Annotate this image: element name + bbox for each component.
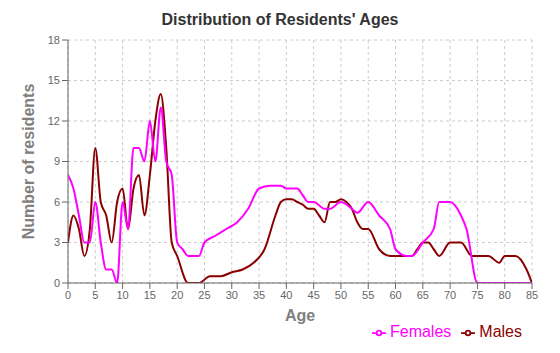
svg-text:45: 45	[308, 289, 320, 301]
svg-text:6: 6	[54, 196, 60, 208]
svg-text:10: 10	[116, 289, 128, 301]
svg-text:Age: Age	[285, 307, 315, 324]
svg-text:85: 85	[526, 289, 538, 301]
svg-text:35: 35	[253, 289, 265, 301]
svg-text:12: 12	[48, 115, 60, 127]
html-text:Females: Females	[390, 323, 452, 340]
svg-text:0: 0	[54, 277, 60, 289]
svg-text:18: 18	[48, 34, 60, 46]
svg-text:3: 3	[54, 236, 60, 248]
svg-text:55: 55	[362, 289, 374, 301]
svg-text:15: 15	[48, 74, 60, 86]
svg-text:80: 80	[499, 289, 511, 301]
html-text:Males: Males	[479, 323, 522, 340]
svg-text:25: 25	[198, 289, 210, 301]
svg-text:9: 9	[54, 155, 60, 167]
svg-text:30: 30	[226, 289, 238, 301]
svg-text:65: 65	[417, 289, 429, 301]
svg-text:5: 5	[92, 289, 98, 301]
svg-text:50: 50	[335, 289, 347, 301]
svg-text:20: 20	[171, 289, 183, 301]
svg-text:75: 75	[471, 289, 483, 301]
svg-text:70: 70	[444, 289, 456, 301]
svg-text:60: 60	[389, 289, 401, 301]
svg-text:0: 0	[65, 289, 71, 301]
svg-text:40: 40	[280, 289, 292, 301]
svg-text:15: 15	[144, 289, 156, 301]
svg-text:Number of residents: Number of residents	[20, 84, 37, 240]
html-text:Distribution of Residents' Age: Distribution of Residents' Ages	[161, 11, 399, 28]
